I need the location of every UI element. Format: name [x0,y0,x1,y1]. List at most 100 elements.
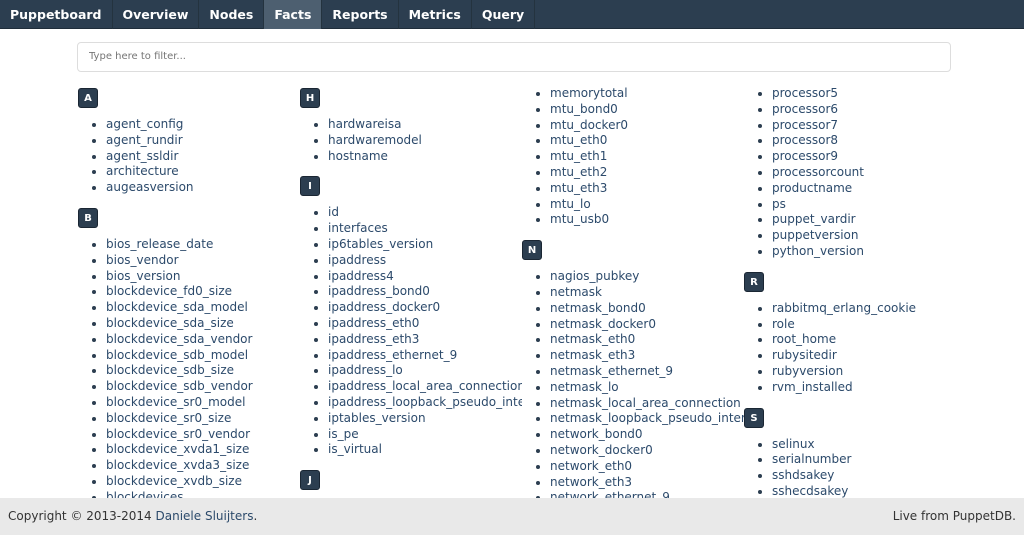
fact-link[interactable]: rubysitedir [772,348,837,363]
nav-metrics[interactable]: Metrics [399,0,472,29]
fact-link[interactable]: bios_vendor [106,252,179,267]
fact-link[interactable]: hardwaremodel [328,132,422,147]
fact-item: bios_release_date [106,237,300,253]
fact-item: memorytotal [550,86,744,102]
fact-link[interactable]: blockdevice_fd0_size [106,284,232,299]
fact-link[interactable]: nagios_pubkey [550,269,640,284]
nav-nodes[interactable]: Nodes [199,0,265,29]
fact-link[interactable]: sshdsakey [772,468,835,483]
fact-link[interactable]: hostname [328,148,388,163]
fact-link[interactable]: agent_config [106,117,184,131]
fact-link[interactable]: network_ethernet_9 [550,490,670,498]
fact-link[interactable]: ipaddress4 [328,268,394,283]
fact-link[interactable]: ipaddress_eth0 [328,315,420,330]
fact-link[interactable]: blockdevice_sdb_vendor [106,379,253,394]
fact-link[interactable]: puppet_vardir [772,212,856,227]
author-link[interactable]: Daniele Sluijters [155,509,254,523]
fact-link[interactable]: bios_release_date [106,236,214,251]
fact-link[interactable]: rubyversion [772,363,844,378]
fact-link[interactable]: netmask_ethernet_9 [550,363,674,378]
fact-link[interactable]: mtu_usb0 [550,212,610,227]
fact-link[interactable]: blockdevice_sr0_size [106,410,232,425]
fact-link[interactable]: id [328,205,339,220]
fact-link[interactable]: ps [772,196,786,211]
fact-link[interactable]: iptables_version [328,410,426,425]
nav-overview[interactable]: Overview [113,0,200,29]
fact-link[interactable]: netmask_eth3 [550,348,636,363]
fact-link[interactable]: root_home [772,332,837,347]
fact-link[interactable]: mtu_docker0 [550,117,629,132]
fact-link[interactable]: processor9 [772,149,839,164]
filter-input[interactable] [77,42,951,72]
fact-link[interactable]: mtu_bond0 [550,101,618,116]
fact-link[interactable]: serialnumber [772,452,852,467]
fact-link[interactable]: interfaces [328,221,388,236]
fact-link[interactable]: memorytotal [550,86,628,100]
fact-link[interactable]: netmask_local_area_connection [550,395,741,410]
fact-link[interactable]: processor6 [772,101,839,116]
fact-link[interactable]: role [772,316,795,331]
fact-link[interactable]: netmask_docker0 [550,316,656,331]
fact-link[interactable]: augeasversion [106,180,194,195]
fact-link[interactable]: mtu_eth2 [550,164,608,179]
fact-link[interactable]: mtu_eth1 [550,149,608,164]
fact-link[interactable]: agent_ssldir [106,148,179,163]
fact-link[interactable]: sshecdsakey [772,483,849,498]
fact-link[interactable]: blockdevice_xvda1_size [106,442,250,457]
fact-link[interactable]: is_pe [328,426,359,441]
fact-item: blockdevice_sda_vendor [106,332,300,348]
fact-link[interactable]: puppetversion [772,228,859,243]
fact-link[interactable]: netmask_bond0 [550,300,646,315]
fact-link[interactable]: rvm_installed [772,379,853,394]
fact-link[interactable]: blockdevice_xvdb_size [106,473,242,488]
nav-query[interactable]: Query [472,0,536,29]
fact-link[interactable]: blockdevice_xvda3_size [106,458,250,473]
fact-link[interactable]: ipaddress_loopback_pseudo_interface [328,394,522,409]
fact-link[interactable]: network_eth0 [550,458,633,473]
fact-link[interactable]: processor5 [772,86,839,100]
fact-link[interactable]: netmask_loopback_pseudo_interface [550,411,744,426]
fact-link[interactable]: netmask_eth0 [550,332,636,347]
fact-link[interactable]: network_bond0 [550,427,643,442]
fact-link[interactable]: netmask [550,284,602,299]
fact-link[interactable]: network_eth3 [550,474,633,489]
nav-reports[interactable]: Reports [322,0,399,29]
brand-link[interactable]: Puppetboard [0,0,113,29]
fact-link[interactable]: rabbitmq_erlang_cookie [772,300,917,315]
nav-facts[interactable]: Facts [264,0,323,29]
fact-link[interactable]: architecture [106,164,179,179]
fact-link[interactable]: mtu_eth0 [550,133,608,148]
fact-link[interactable]: processor7 [772,117,839,132]
fact-link[interactable]: ipaddress [328,252,387,267]
fact-link[interactable]: ipaddress_local_area_connection [328,379,522,394]
fact-link[interactable]: hardwareisa [328,117,402,131]
fact-link[interactable]: selinux [772,436,815,451]
fact-link[interactable]: ipaddress_bond0 [328,284,430,299]
fact-link[interactable]: ipaddress_ethernet_9 [328,347,458,362]
fact-link[interactable]: blockdevice_sdb_size [106,363,235,378]
fact-link[interactable]: blockdevice_sda_size [106,315,234,330]
fact-link[interactable]: netmask_lo [550,379,619,394]
fact-link[interactable]: blockdevice_sr0_model [106,394,246,409]
fact-group: bios_release_datebios_vendorbios_version… [78,237,300,498]
fact-link[interactable]: ipaddress_docker0 [328,300,441,315]
fact-link[interactable]: agent_rundir [106,132,183,147]
fact-link[interactable]: blockdevice_sda_vendor [106,331,253,346]
fact-link[interactable]: bios_version [106,268,181,283]
fact-link[interactable]: mtu_lo [550,196,591,211]
fact-link[interactable]: mtu_eth3 [550,180,608,195]
fact-link[interactable]: network_docker0 [550,442,653,457]
fact-item: ipaddress_bond0 [328,284,522,300]
fact-link[interactable]: ip6tables_version [328,236,434,251]
fact-link[interactable]: is_virtual [328,442,382,457]
fact-link[interactable]: ipaddress_eth3 [328,331,420,346]
fact-link[interactable]: processorcount [772,164,864,179]
fact-link[interactable]: blockdevice_sda_model [106,300,248,315]
fact-link[interactable]: processor8 [772,133,839,148]
fact-link[interactable]: blockdevice_sr0_vendor [106,426,251,441]
fact-link[interactable]: blockdevices [106,489,184,498]
fact-link[interactable]: python_version [772,243,864,258]
fact-link[interactable]: blockdevice_sdb_model [106,347,249,362]
fact-link[interactable]: productname [772,180,853,195]
fact-link[interactable]: ipaddress_lo [328,363,403,378]
